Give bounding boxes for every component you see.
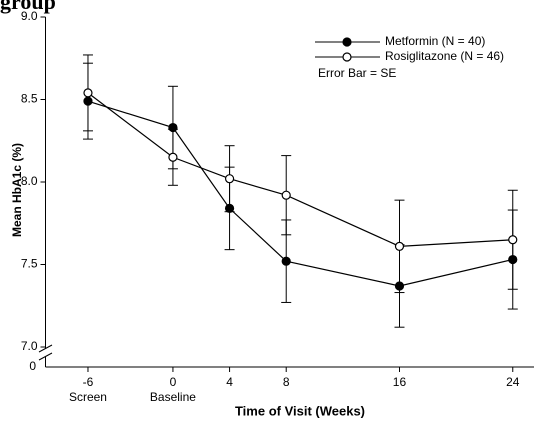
y-origin-label: 0 [29,359,36,373]
y-axis-label: Mean HbA1c (%) [10,143,24,237]
data-point [508,235,518,245]
series-line [87,92,513,247]
data-point [168,122,178,133]
data-point [394,281,405,291]
data-point [224,174,235,184]
data-point [281,190,291,200]
x-tick-label: -6 [83,375,94,389]
y-tick-label: 8.5 [21,92,38,106]
x-tick-label: 0 [170,375,177,389]
x-tick-label: 24 [506,375,520,389]
axis-break [38,352,53,361]
data-point [394,241,405,251]
legend-marker [342,52,352,62]
y-tick-label: 7.5 [21,257,38,271]
legend-note: Error Bar = SE [318,66,396,80]
data-point [508,254,518,265]
chart-title: group [0,0,56,14]
y-tick-label: 7.0 [21,339,38,353]
data-point [83,88,93,98]
x-sublabel: Screen [69,390,107,404]
x-tick-label: 4 [226,375,233,389]
axis-break [38,344,53,353]
legend-marker [342,37,352,47]
x-tick-label: 16 [393,375,407,389]
data-point [224,203,235,213]
y-tick-label: 9.0 [21,9,38,23]
x-axis-label: Time of Visit (Weeks) [235,403,365,418]
legend-label: Rosiglitazone (N = 46) [385,49,504,63]
data-point [83,96,93,106]
legend-label: Metformin (N = 40) [385,34,485,48]
x-sublabel: Baseline [150,390,196,404]
series-line [87,100,513,287]
y-tick-label: 8.0 [21,174,38,188]
x-tick-label: 8 [283,375,290,389]
data-point [281,256,291,266]
data-point [168,152,178,162]
